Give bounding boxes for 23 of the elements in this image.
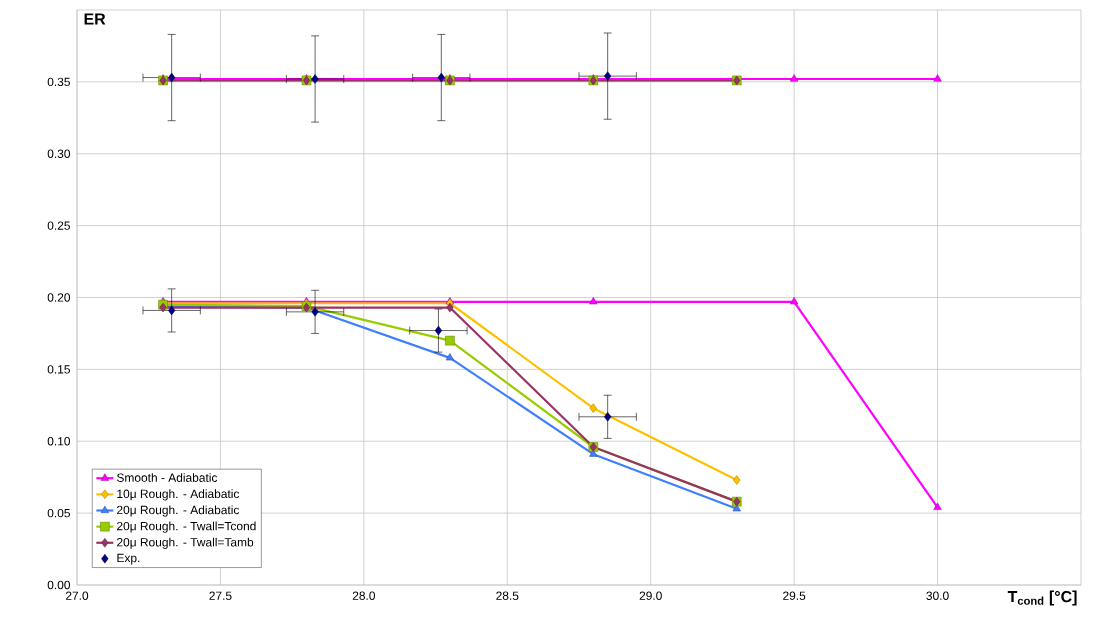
legend-label: 20μ Rough. - Twall=Tamb xyxy=(117,537,254,549)
x-tick-label: 29.5 xyxy=(783,591,806,600)
y-tick-label: 0.35 xyxy=(47,77,70,87)
x-axis-title: T$_{cond}$ [°C] xyxy=(1007,590,1077,606)
x-tick-label: 27.0 xyxy=(65,591,89,600)
y-tick-label: 0.15 xyxy=(47,365,70,374)
legend-label: 20μ Rough. - Twall=Tcond xyxy=(117,521,256,533)
y-tick-label: 0.30 xyxy=(47,149,71,158)
x-tick-label: 27.5 xyxy=(209,591,232,600)
y-axis-title: ER xyxy=(84,13,106,25)
y-tick-label: 0.05 xyxy=(47,508,70,518)
legend-label: Exp. xyxy=(117,553,140,565)
x-tick-label: 30.0 xyxy=(926,591,949,600)
y-tick-label: 0.25 xyxy=(47,221,70,230)
y-tick-label: 0.10 xyxy=(47,437,71,446)
legend-label: 10μ Rough. - Adiabatic xyxy=(117,489,240,501)
x-tick-label: 29.0 xyxy=(639,591,662,600)
x-tick-label: 28.5 xyxy=(496,591,519,600)
legend-label: Smooth - Adiabatic xyxy=(116,473,218,482)
x-tick-label: 28.0 xyxy=(352,591,376,600)
y-tick-label: 0.20 xyxy=(47,293,71,302)
legend-label: 20μ Rough. - Adiabatic xyxy=(117,505,240,517)
y-tick-label: 0.00 xyxy=(47,580,71,590)
